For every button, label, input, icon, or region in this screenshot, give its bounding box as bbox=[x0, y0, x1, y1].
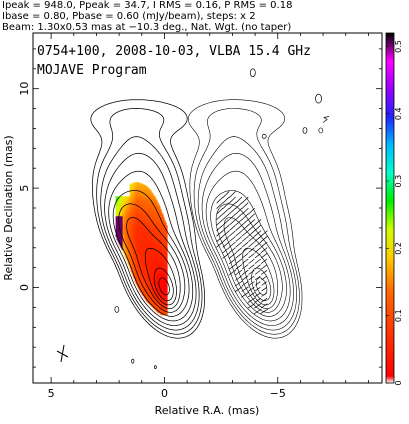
header-line-3: Beam: 1.30x0.53 mas at −10.3 deg., Nat. … bbox=[2, 22, 292, 33]
contour-line bbox=[197, 136, 297, 331]
contour-line bbox=[108, 170, 194, 322]
colorbar-tick-label: 0.5 bbox=[394, 40, 403, 53]
contour-line bbox=[126, 217, 181, 309]
colorbar-tick-labels: 0 0.1 0.2 0.3 0.4 0.5 bbox=[386, 40, 403, 386]
noise-contours bbox=[114, 68, 330, 369]
contour-line bbox=[210, 190, 287, 317]
noise-contour bbox=[302, 127, 308, 134]
contour-line bbox=[118, 203, 186, 313]
colorbar-tick-label: 0.2 bbox=[394, 242, 403, 255]
plot-title: 0754+100, 2008-10-03, VLBA 15.4 GHz bbox=[37, 44, 311, 59]
axis-ticks bbox=[33, 33, 382, 383]
contour-line bbox=[104, 152, 197, 326]
contour-line bbox=[112, 190, 190, 317]
header-line-1: Ipeak = 948.0, Ppeak = 34.7, I RMS = 0.1… bbox=[2, 0, 293, 11]
noise-contour bbox=[261, 134, 267, 139]
contour-line bbox=[242, 247, 275, 306]
colorbar-tick-label: 0.4 bbox=[394, 107, 403, 120]
colorbar-tick-label: 0.1 bbox=[394, 309, 403, 322]
polarization-vectors bbox=[216, 191, 268, 315]
contour-line bbox=[158, 277, 170, 296]
noise-contour bbox=[322, 116, 330, 123]
contour-line bbox=[251, 267, 272, 301]
contour-line bbox=[144, 247, 177, 306]
contour-line bbox=[96, 108, 203, 335]
contour-line bbox=[188, 99, 303, 339]
contour-line bbox=[90, 99, 205, 339]
noise-contour bbox=[315, 93, 322, 104]
noise-contour bbox=[154, 365, 157, 369]
polarization-heatmap bbox=[114, 164, 169, 318]
x-tick-label: −5 bbox=[270, 387, 286, 400]
noise-contour bbox=[131, 358, 135, 364]
contour-line bbox=[201, 153, 294, 326]
noise-contour bbox=[318, 127, 324, 134]
plot-frame bbox=[32, 32, 383, 384]
beam-symbol bbox=[56, 344, 69, 363]
colorbar bbox=[385, 32, 395, 384]
noise-contour bbox=[249, 68, 256, 78]
plot-area bbox=[90, 68, 330, 369]
contour-line bbox=[153, 267, 174, 302]
noise-contour bbox=[114, 306, 120, 313]
evpa-vector bbox=[216, 191, 268, 315]
y-tick-label: 0 bbox=[18, 284, 31, 291]
stokes-i-contours bbox=[90, 99, 205, 339]
x-tick-label: 5 bbox=[48, 387, 55, 400]
y-tick-label: 5 bbox=[18, 185, 31, 192]
colorbar-tick-label: 0.3 bbox=[394, 175, 403, 188]
x-axis-title: Relative R.A. (mas) bbox=[155, 404, 260, 417]
contour-line bbox=[100, 136, 200, 331]
stokes-i-contours-vectors-panel bbox=[188, 99, 303, 339]
contour-line bbox=[256, 277, 268, 296]
x-tick-label: 0 bbox=[161, 387, 168, 400]
plot-subtitle: MOJAVE Program bbox=[37, 63, 147, 78]
header-line-2: Ibase = 0.80, Pbase = 0.60 (mJy/beam), s… bbox=[2, 11, 256, 22]
axis-tick-labels: 5 0 −5 0 5 10 bbox=[18, 82, 286, 400]
contour-line bbox=[205, 170, 291, 322]
y-axis-title: Relative Declination (mas) bbox=[2, 135, 15, 280]
colorbar-tick-label: 0 bbox=[394, 380, 403, 385]
y-tick-label: 10 bbox=[18, 82, 31, 96]
contour-line bbox=[193, 108, 300, 335]
